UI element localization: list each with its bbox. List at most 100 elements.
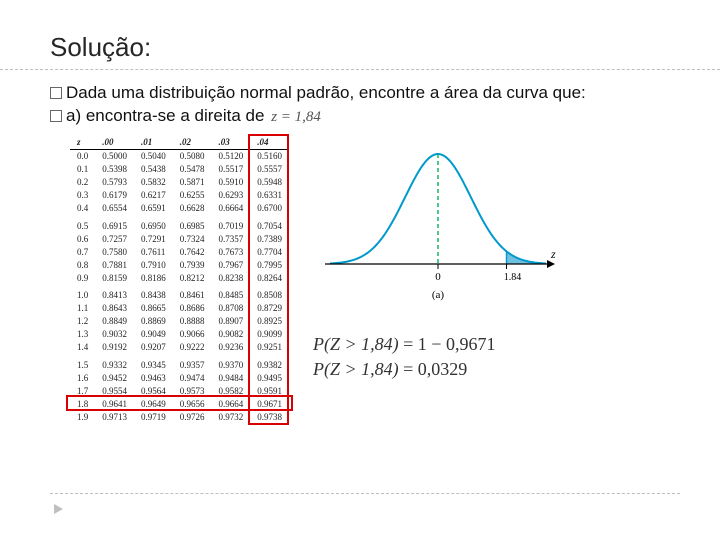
- z-table-cell: 0.9357: [173, 354, 212, 372]
- formula1-rhs: 1 − 0,9671: [418, 334, 496, 354]
- para2-prefix: a): [66, 106, 81, 125]
- z-table-cell: 1.4: [70, 341, 95, 354]
- z-table-cell: 0.7580: [95, 245, 134, 258]
- z-table-cell: 0.5120: [212, 149, 251, 163]
- z-table-cell: 1.8: [70, 397, 95, 410]
- z-table-cell: 0.9713: [95, 410, 134, 423]
- z-table-cell: 0.9452: [95, 371, 134, 384]
- table-row: 1.70.95540.95640.95730.95820.9591: [70, 384, 289, 397]
- z-table-cell: 0.7389: [250, 232, 289, 245]
- z-table-cell: 0.9099: [250, 328, 289, 341]
- z-table-cell: 0.7611: [134, 245, 173, 258]
- z-table-cell: 0.8708: [212, 302, 251, 315]
- arrow-bullet-icon: [54, 504, 63, 514]
- z-table-cell: 0.7995: [250, 258, 289, 271]
- z-table-cell: 0.7967: [212, 258, 251, 271]
- table-row: 0.10.53980.54380.54780.55170.5557: [70, 163, 289, 176]
- z-table-cell: 0.9495: [250, 371, 289, 384]
- z-table-cell: 0.6: [70, 232, 95, 245]
- z-table-cell: 0.8907: [212, 315, 251, 328]
- formula-line-2: P(Z > 1,84) = 0,0329: [313, 359, 495, 380]
- right-column: 01.84z(a) P(Z > 1,84) = 1 − 0,9671 P(Z >…: [313, 136, 680, 424]
- z-table-cell: 0.9484: [212, 371, 251, 384]
- z-table-cell: 0.9345: [134, 354, 173, 372]
- z-table-cell: 0.8461: [173, 284, 212, 302]
- table-row: 1.10.86430.86650.86860.87080.8729: [70, 302, 289, 315]
- z-table-cell: 0.9382: [250, 354, 289, 372]
- svg-text:1.84: 1.84: [504, 272, 522, 283]
- z-table-cell: 0.9726: [173, 410, 212, 423]
- z-table-cell: 0.0: [70, 149, 95, 163]
- z-table-cell: 0.6985: [173, 215, 212, 233]
- formula2-lhs: P(Z > 1,84): [313, 359, 399, 379]
- z-table-cell: 0.9582: [212, 384, 251, 397]
- z-table-cell: 0.7881: [95, 258, 134, 271]
- normal-curve: 01.84z(a): [313, 136, 563, 306]
- paragraph-1: Dada uma distribuição normal padrão, enc…: [50, 82, 680, 105]
- z-table-cell: 0.7704: [250, 245, 289, 258]
- body-area: Dada uma distribuição normal padrão, enc…: [0, 70, 720, 423]
- z-table-cell: 0.9049: [134, 328, 173, 341]
- z-table-cell: 0.9573: [173, 384, 212, 397]
- table-row: 1.20.88490.88690.88880.89070.8925: [70, 315, 289, 328]
- z-table-cell: 0.5398: [95, 163, 134, 176]
- table-row: 1.60.94520.94630.94740.94840.9495: [70, 371, 289, 384]
- z-table-cell: 0.5438: [134, 163, 173, 176]
- equals: =: [403, 359, 418, 379]
- z-table-cell: 0.5871: [173, 176, 212, 189]
- z-table-cell: 0.8238: [212, 271, 251, 284]
- z-table-cell: 0.8925: [250, 315, 289, 328]
- z-table-header-cell: .04: [250, 136, 289, 150]
- z-table-cell: 0.8508: [250, 284, 289, 302]
- z-table-cell: 0.9192: [95, 341, 134, 354]
- z-table-cell: 0.5478: [173, 163, 212, 176]
- z-table-cell: 1.6: [70, 371, 95, 384]
- z-table-cell: 0.6217: [134, 189, 173, 202]
- z-table-cell: 1.3: [70, 328, 95, 341]
- z-table-cell: 0.8159: [95, 271, 134, 284]
- z-table-cell: 0.8888: [173, 315, 212, 328]
- z-table-cell: 0.5160: [250, 149, 289, 163]
- bottom-rule: [50, 493, 680, 494]
- para2-rest: encontra-se a direita de: [81, 106, 264, 125]
- z-table-cell: 1.9: [70, 410, 95, 423]
- table-row: 1.40.91920.92070.92220.92360.9251: [70, 341, 289, 354]
- table-row: 0.80.78810.79100.79390.79670.7995: [70, 258, 289, 271]
- z-table-cell: 0.5: [70, 215, 95, 233]
- z-table-cell: 0.7357: [212, 232, 251, 245]
- equals: =: [403, 334, 418, 354]
- z-table-header-cell: .02: [173, 136, 212, 150]
- z-table-cell: 0.7673: [212, 245, 251, 258]
- z-table-cell: 0.5000: [95, 149, 134, 163]
- z-table-cell: 0.9066: [173, 328, 212, 341]
- z-table-cell: 0.5040: [134, 149, 173, 163]
- normal-curve-svg: 01.84z(a): [313, 136, 563, 306]
- table-row: 0.90.81590.81860.82120.82380.8264: [70, 271, 289, 284]
- z-table-cell: 0.6331: [250, 189, 289, 202]
- z-table-cell: 0.9: [70, 271, 95, 284]
- z-table-cell: 0.6664: [212, 202, 251, 215]
- table-row: 0.40.65540.65910.66280.66640.6700: [70, 202, 289, 215]
- z-table-header-cell: .01: [134, 136, 173, 150]
- z-table-cell: 0.9656: [173, 397, 212, 410]
- table-row: 0.00.50000.50400.50800.51200.5160: [70, 149, 289, 163]
- bullet-box-icon: [50, 110, 62, 122]
- z-table-cell: 0.9732: [212, 410, 251, 423]
- para1-prefix: Dada: [66, 83, 107, 102]
- formula-block: P(Z > 1,84) = 1 − 0,9671 P(Z > 1,84) = 0…: [313, 330, 495, 384]
- z-table-cell: 0.9370: [212, 354, 251, 372]
- z-table-cell: 0.8849: [95, 315, 134, 328]
- table-row: 0.20.57930.58320.58710.59100.5948: [70, 176, 289, 189]
- svg-text:(a): (a): [432, 289, 445, 301]
- z-table-cell: 0.8485: [212, 284, 251, 302]
- para1-rest: uma distribuição normal padrão, encontre…: [107, 83, 586, 102]
- z-table-cell: 1.2: [70, 315, 95, 328]
- z-table-cell: 0.8186: [134, 271, 173, 284]
- content-row: z.00.01.02.03.04 0.00.50000.50400.50800.…: [50, 136, 680, 424]
- z-table-cell: 0.9236: [212, 341, 251, 354]
- z-table-cell: 0.8264: [250, 271, 289, 284]
- formula-line-1: P(Z > 1,84) = 1 − 0,9671: [313, 334, 495, 355]
- z-table-cell: 0.6255: [173, 189, 212, 202]
- z-table-cell: 0.5557: [250, 163, 289, 176]
- z-table-cell: 0.9738: [250, 410, 289, 423]
